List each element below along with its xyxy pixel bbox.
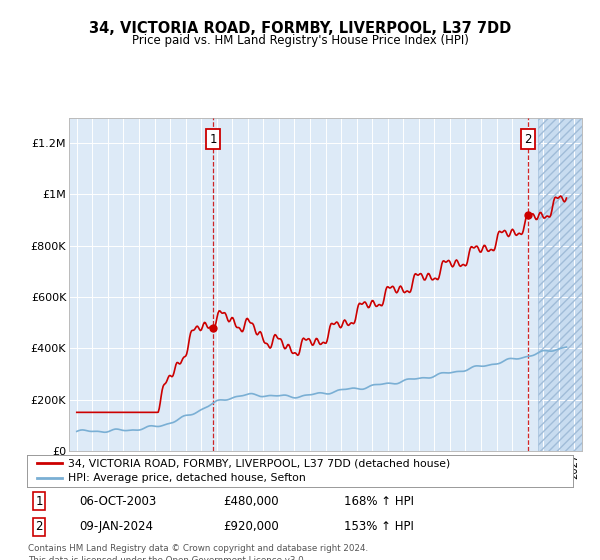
Text: Contains HM Land Registry data © Crown copyright and database right 2024.
This d: Contains HM Land Registry data © Crown c… bbox=[28, 544, 368, 560]
Text: 168% ↑ HPI: 168% ↑ HPI bbox=[344, 495, 413, 508]
Bar bbox=[538, 118, 582, 451]
Text: 06-OCT-2003: 06-OCT-2003 bbox=[79, 495, 156, 508]
Text: 34, VICTORIA ROAD, FORMBY, LIVERPOOL, L37 7DD: 34, VICTORIA ROAD, FORMBY, LIVERPOOL, L3… bbox=[89, 21, 511, 36]
Text: 09-JAN-2024: 09-JAN-2024 bbox=[79, 520, 153, 533]
Text: 2: 2 bbox=[35, 520, 43, 533]
Text: 34, VICTORIA ROAD, FORMBY, LIVERPOOL, L37 7DD (detached house): 34, VICTORIA ROAD, FORMBY, LIVERPOOL, L3… bbox=[68, 459, 450, 469]
Text: 153% ↑ HPI: 153% ↑ HPI bbox=[344, 520, 413, 533]
Text: 1: 1 bbox=[35, 495, 43, 508]
Bar bbox=[538, 118, 582, 451]
Text: Price paid vs. HM Land Registry's House Price Index (HPI): Price paid vs. HM Land Registry's House … bbox=[131, 34, 469, 46]
Text: £480,000: £480,000 bbox=[224, 495, 279, 508]
Text: 1: 1 bbox=[209, 133, 217, 146]
Text: 2: 2 bbox=[524, 133, 532, 146]
Text: HPI: Average price, detached house, Sefton: HPI: Average price, detached house, Seft… bbox=[68, 473, 306, 483]
Text: £920,000: £920,000 bbox=[224, 520, 280, 533]
